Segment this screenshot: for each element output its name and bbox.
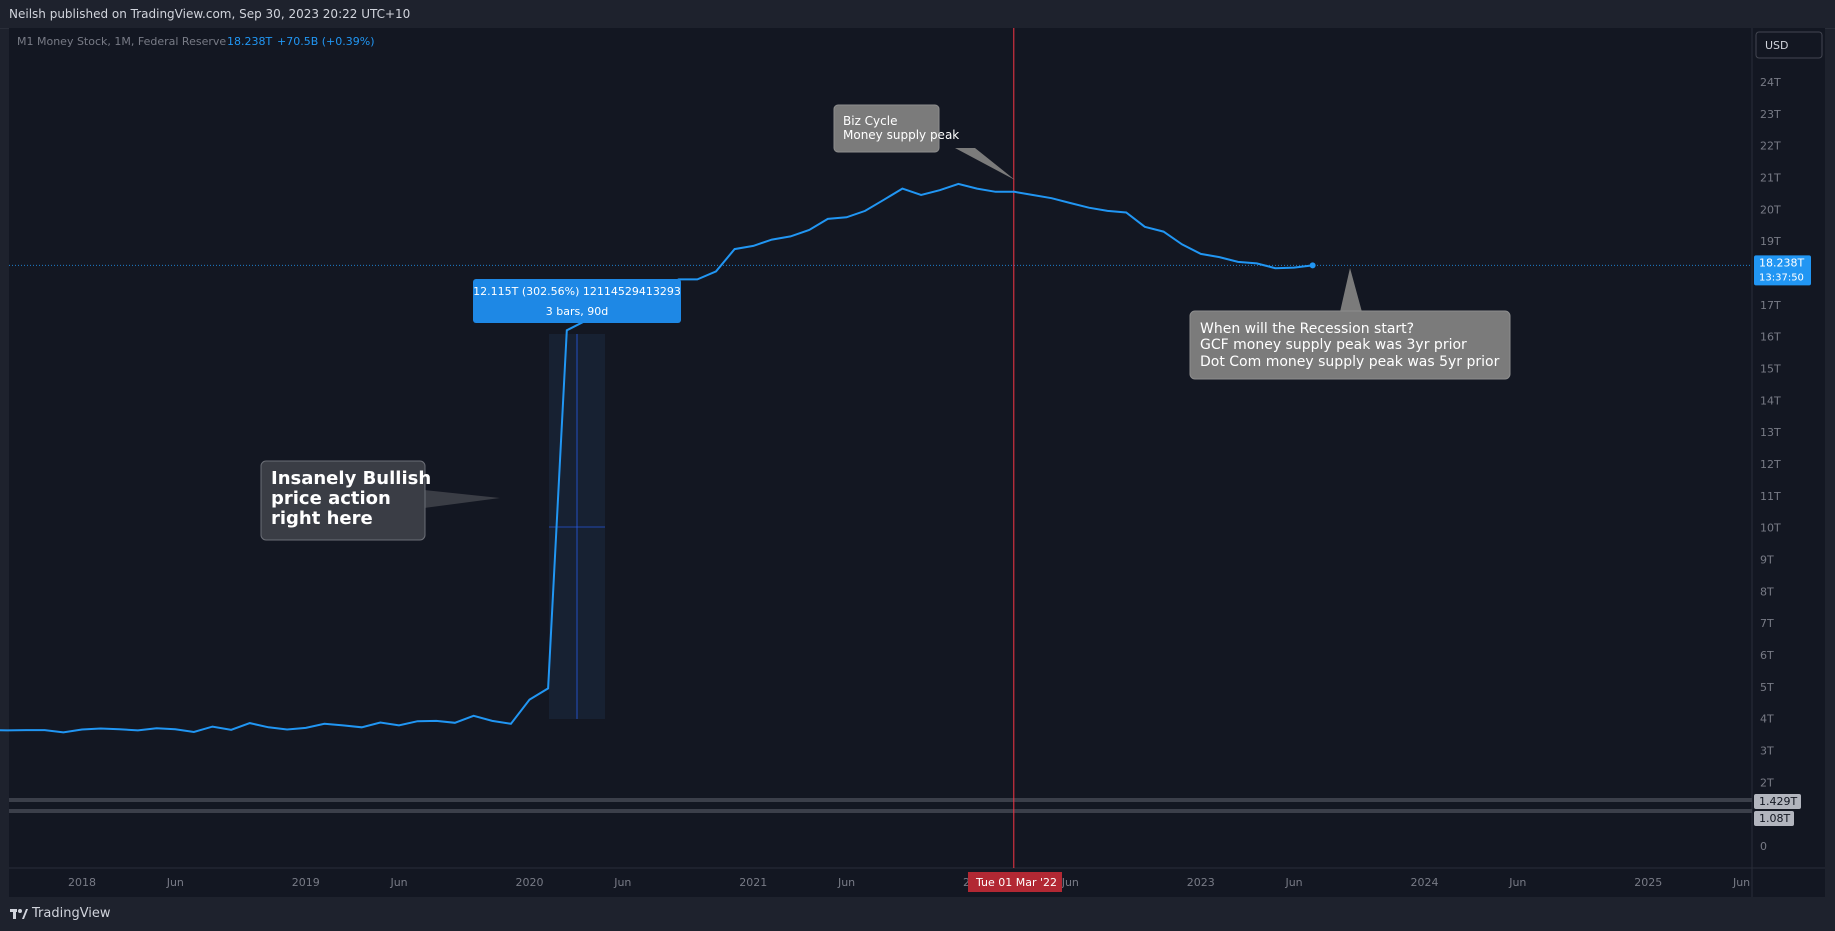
legend-value: 18.238T xyxy=(227,35,272,48)
callout-bullish[interactable]: Insanely Bullish price action right here xyxy=(260,460,500,541)
legend-symbol: M1 Money Stock, 1M, Federal Reserve xyxy=(17,35,226,48)
x-tick-label: 2021 xyxy=(739,876,767,889)
currency-button[interactable]: USD xyxy=(1755,31,1823,59)
x-tick-label: 2023 xyxy=(1187,876,1215,889)
x-tick-label: 2018 xyxy=(68,876,96,889)
y-tick-label: 0 xyxy=(1760,840,1767,853)
series-line xyxy=(0,182,1313,734)
y-tick-label: 6T xyxy=(1760,649,1774,662)
footer xyxy=(0,897,1835,931)
y-tick-label: 16T xyxy=(1760,331,1781,344)
lower-pane-band xyxy=(9,798,1752,802)
extra-price-text: 1.429T xyxy=(1759,795,1797,808)
legend: M1 Money Stock, 1M, Federal Reserve 18.2… xyxy=(17,35,375,48)
y-tick-label: 24T xyxy=(1760,76,1781,89)
y-tick-label: 17T xyxy=(1760,299,1781,312)
x-tick-label: 2019 xyxy=(292,876,320,889)
extra-price-label: 1.08T xyxy=(1754,811,1794,826)
y-tick-label: 11T xyxy=(1760,490,1781,503)
brand-name: TradingView xyxy=(32,906,111,921)
y-tick-label: 8T xyxy=(1760,585,1774,598)
x-tick-label: 2024 xyxy=(1411,876,1439,889)
last-value-label: 18.238T 13:37:50 xyxy=(1754,255,1811,286)
y-tick-label: 3T xyxy=(1760,745,1774,758)
x-tick-label: Jun xyxy=(613,876,631,889)
callout-recession-line2: GCF money supply peak was 3yr prior xyxy=(1200,337,1467,353)
callout-peak-line1: Biz Cycle xyxy=(843,114,897,128)
y-tick-label: 19T xyxy=(1760,235,1781,248)
last-point xyxy=(1309,262,1316,269)
y-tick-label: 5T xyxy=(1760,681,1774,694)
x-tick-label: Jun xyxy=(166,876,184,889)
crosshair-date-text: Tue 01 Mar '22 xyxy=(975,876,1057,889)
legend-change: +70.5B (+0.39%) xyxy=(277,35,375,48)
crosshair-date-label: Tue 01 Mar '22 xyxy=(968,872,1062,892)
x-tick-label: 2020 xyxy=(516,876,544,889)
last-value-text: 18.238T xyxy=(1759,256,1804,269)
y-tick-label: 23T xyxy=(1760,108,1781,121)
callout-recession-line3: Dot Com money supply peak was 5yr prior xyxy=(1200,354,1500,370)
brand[interactable]: TradingView xyxy=(10,906,111,921)
callout-bullish-line2: price action xyxy=(271,488,391,509)
callout-bullish-line3: right here xyxy=(271,508,373,529)
y-tick-label: 10T xyxy=(1760,522,1781,535)
y-tick-label: 7T xyxy=(1760,617,1774,630)
callout-recession-line1: When will the Recession start? xyxy=(1200,321,1414,337)
y-tick-label: 2T xyxy=(1760,776,1774,789)
y-tick-label: 21T xyxy=(1760,172,1781,185)
extra-price-label: 1.429T xyxy=(1754,794,1801,809)
callout-bullish-line1: Insanely Bullish xyxy=(271,468,431,489)
measure-label: 12.115T (302.56%) 12114529413293 3 bars,… xyxy=(473,279,681,323)
lower-pane-band xyxy=(9,809,1752,813)
x-tick-label: Jun xyxy=(1061,876,1079,889)
currency-label: USD xyxy=(1765,39,1789,52)
y-tick-label: 13T xyxy=(1760,426,1781,439)
y-tick-label: 22T xyxy=(1760,140,1781,153)
extra-price-text: 1.08T xyxy=(1759,812,1790,825)
x-tick-label: Jun xyxy=(1284,876,1302,889)
y-tick-label: 9T xyxy=(1760,554,1774,567)
y-tick-label: 14T xyxy=(1760,394,1781,407)
y-tick-label: 4T xyxy=(1760,713,1774,726)
x-tick-label: Jun xyxy=(1732,876,1750,889)
published-info: Neilsh published on TradingView.com, Sep… xyxy=(9,7,411,21)
x-tick-label: Jun xyxy=(837,876,855,889)
time-axis[interactable]: 2018Jun2019Jun2020Jun2021Jun2022Jun2023J… xyxy=(68,876,1750,889)
tradingview-logo-icon xyxy=(10,908,28,919)
callout-recession[interactable]: When will the Recession start? GCF money… xyxy=(1189,268,1511,380)
y-tick-label: 15T xyxy=(1760,363,1781,376)
measure-line2: 3 bars, 90d xyxy=(546,305,608,318)
x-tick-label: Jun xyxy=(1508,876,1526,889)
price-axis[interactable]: 0 2T 3T 4T 5T 6T 7T 8T 9T 10T 11T 12T 13T 14T 15T 16T 17… xyxy=(1760,76,1781,853)
callout-peak-line2: Money supply peak xyxy=(843,128,959,142)
last-value-countdown: 13:37:50 xyxy=(1759,272,1804,283)
measure-line1: 12.115T (302.56%) 12114529413293 xyxy=(473,285,681,298)
x-tick-label: Jun xyxy=(389,876,407,889)
x-tick-label: 2025 xyxy=(1634,876,1662,889)
y-tick-label: 12T xyxy=(1760,458,1781,471)
y-tick-label: 20T xyxy=(1760,203,1781,216)
callout-peak[interactable]: Biz Cycle Money supply peak xyxy=(833,104,1015,180)
